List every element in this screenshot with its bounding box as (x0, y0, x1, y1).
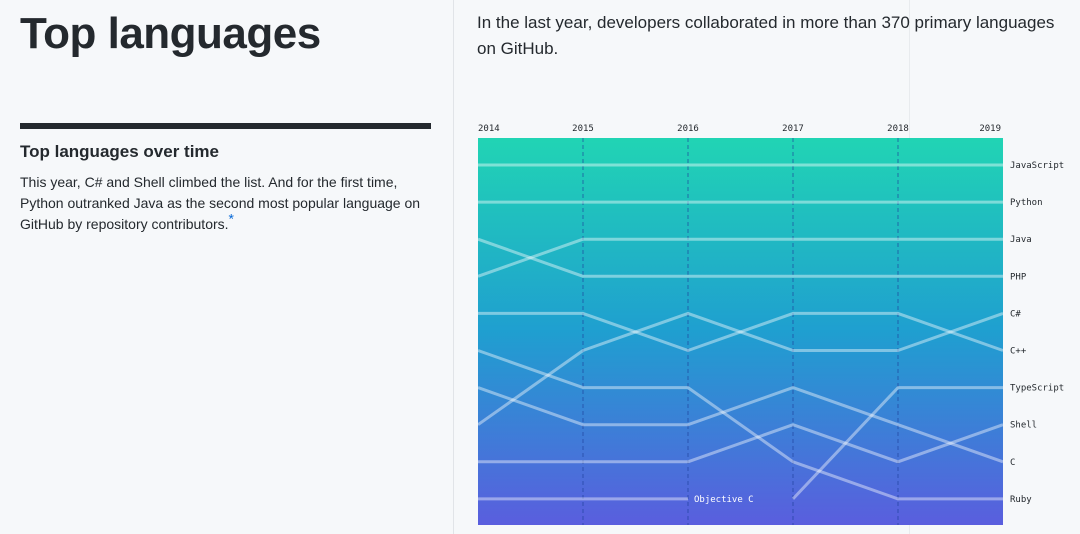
language-label-javascript: JavaScript (1010, 161, 1064, 171)
language-label-ruby: Ruby (1010, 495, 1032, 505)
year-gridlines (582, 138, 899, 525)
language-label-typescript: TypeScript (1010, 384, 1064, 394)
series-line-shell (478, 423, 1004, 464)
series-line-ruby (477, 349, 1003, 501)
language-label-c: C (1010, 458, 1015, 468)
year-label-2019: 2019 (979, 124, 1001, 134)
language-label-java: Java (1010, 235, 1032, 245)
language-labels: JavaScript Python Java PHP C# C++ TypeScript Sh… (1010, 161, 1064, 505)
year-label-2018: 2018 (887, 124, 909, 134)
inline-labels: Objective C (694, 495, 754, 505)
page-title: Top languages (20, 9, 321, 58)
intro-text: In the last year, developers collaborate… (477, 13, 1055, 58)
footnote-link[interactable]: * (228, 210, 234, 227)
year-label-2015: 2015 (572, 124, 594, 134)
year-labels: 2014 2015 2016 2017 2018 2019 (478, 124, 1001, 134)
year-label-2014: 2014 (478, 124, 500, 134)
inline-label-objective-c: Objective C (694, 495, 754, 505)
language-label-shell: Shell (1010, 421, 1037, 431)
section-description: This year, C# and Shell climbed the list… (20, 172, 432, 235)
section-body-text: This year, C# and Shell climbed the list… (20, 174, 421, 232)
language-label-php: PHP (1010, 272, 1027, 282)
language-label-csharp: C# (1010, 309, 1021, 319)
series-line-c (477, 386, 1004, 464)
series-line-java (477, 237, 1003, 278)
series-line-cpp (478, 311, 1004, 352)
year-label-2017: 2017 (782, 124, 804, 134)
series-line-php (477, 237, 1003, 278)
year-label-2016: 2016 (677, 124, 699, 134)
series-line-typescript (791, 386, 1003, 500)
chart-background (478, 138, 1003, 525)
column-divider (453, 0, 454, 534)
left-column: Top languages Top languages over time Th… (0, 0, 453, 534)
section-heading: Top languages over time (20, 142, 220, 161)
series-lines (477, 163, 1004, 501)
section-divider (20, 123, 431, 129)
language-label-python: Python (1010, 198, 1043, 208)
language-label-cpp: C++ (1010, 347, 1027, 357)
series-line-csharp (477, 311, 1004, 426)
